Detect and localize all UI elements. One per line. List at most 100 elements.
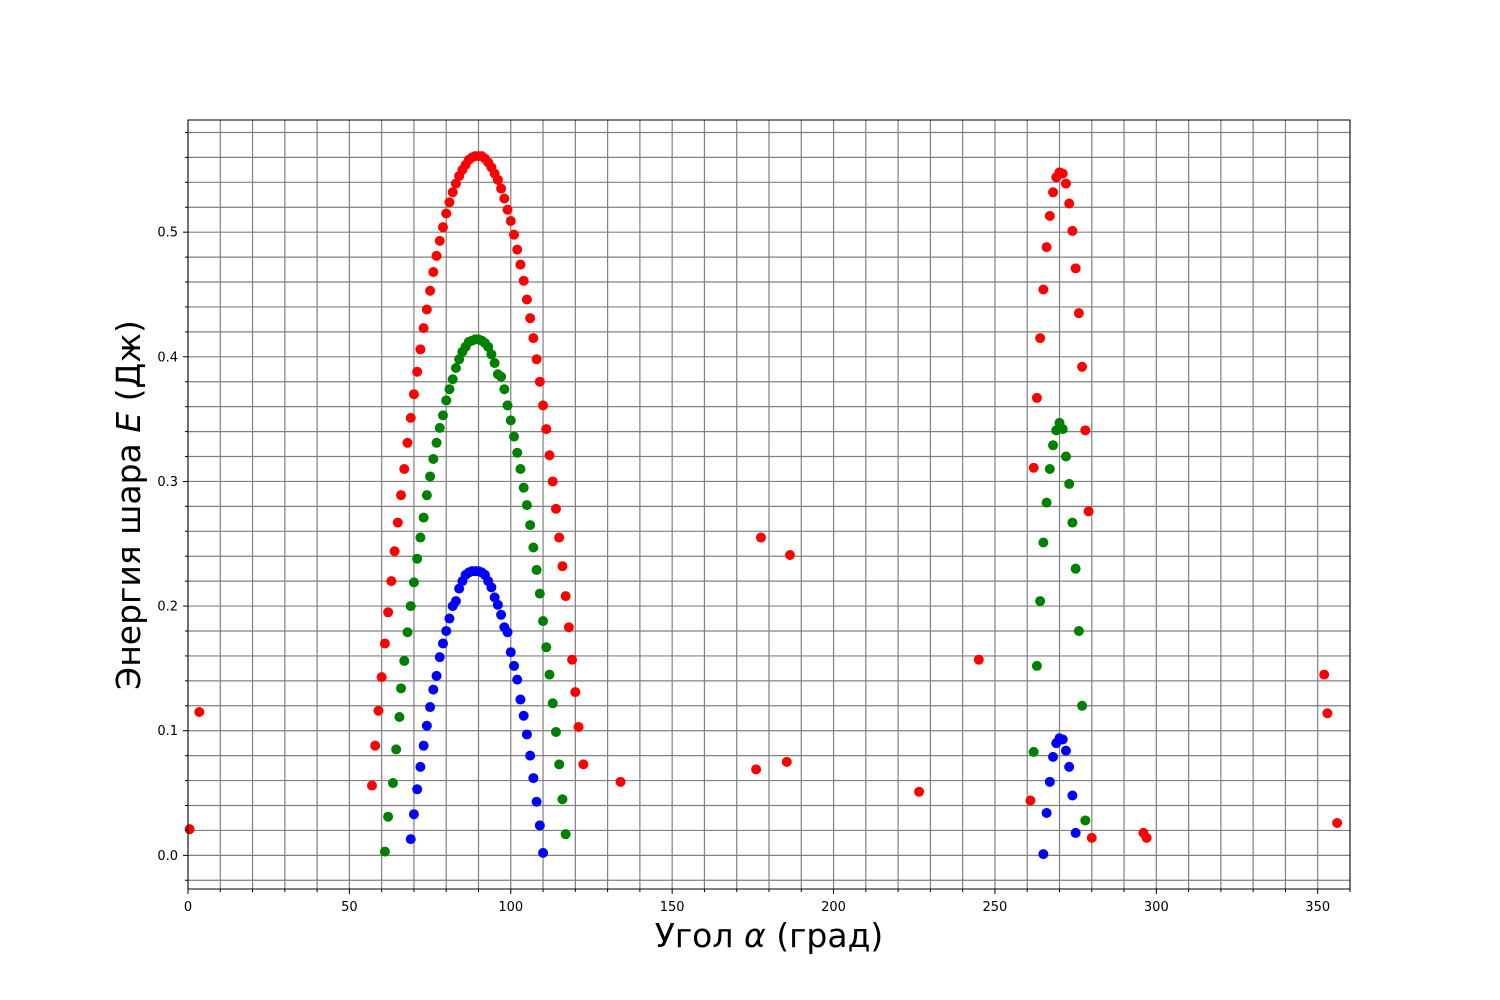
data-point	[408, 809, 419, 820]
data-point	[1057, 734, 1068, 745]
data-point	[518, 710, 529, 721]
data-point	[502, 204, 513, 215]
data-point	[563, 622, 574, 633]
y-tick-label: 0.5	[157, 226, 178, 241]
data-point	[1073, 626, 1084, 637]
data-point	[412, 553, 423, 564]
x-tick-label: 150	[660, 900, 685, 915]
data-point	[387, 778, 398, 789]
data-point	[1038, 849, 1049, 860]
data-point	[444, 613, 455, 624]
data-point	[505, 647, 516, 658]
data-points	[184, 151, 1343, 860]
data-point	[366, 780, 377, 791]
x-tick-label: 300	[1144, 900, 1169, 915]
data-point	[396, 490, 407, 501]
data-point	[1035, 596, 1046, 607]
data-point	[557, 561, 568, 572]
data-point	[1028, 746, 1039, 757]
data-point	[525, 520, 536, 531]
data-point	[412, 784, 423, 795]
series-0	[184, 151, 1343, 843]
data-point	[1332, 817, 1343, 828]
data-point	[1070, 263, 1081, 274]
data-point	[554, 532, 565, 543]
data-point	[1048, 187, 1059, 198]
data-point	[512, 244, 523, 255]
data-point	[515, 463, 526, 474]
data-point	[1083, 506, 1094, 517]
grid	[187, 120, 1351, 889]
data-point	[425, 471, 436, 482]
data-point	[502, 400, 513, 411]
data-point	[1060, 451, 1071, 462]
data-point	[444, 197, 455, 208]
data-point	[1064, 198, 1075, 209]
data-point	[538, 847, 549, 858]
data-point	[521, 500, 532, 511]
data-point	[437, 410, 448, 421]
data-point	[1028, 462, 1039, 473]
data-point	[454, 583, 465, 594]
data-point	[512, 674, 523, 685]
data-point	[1322, 708, 1333, 719]
data-point	[567, 654, 578, 665]
data-point	[421, 490, 432, 501]
data-point	[509, 431, 520, 442]
data-point	[1064, 478, 1075, 489]
data-point	[1044, 463, 1055, 474]
data-point	[428, 684, 439, 695]
series-1	[379, 334, 1091, 857]
data-point	[489, 592, 500, 603]
data-point	[386, 576, 397, 587]
data-point	[441, 395, 452, 406]
data-point	[1070, 563, 1081, 574]
data-point	[541, 642, 552, 653]
y-tick-label: 0.4	[157, 350, 178, 365]
data-point	[415, 761, 426, 772]
data-point	[1080, 815, 1091, 826]
data-point	[525, 313, 536, 324]
data-point	[428, 267, 439, 278]
data-point	[1067, 517, 1078, 528]
data-point	[1086, 832, 1097, 843]
data-point	[528, 773, 539, 784]
data-point	[441, 626, 452, 637]
data-point	[492, 599, 503, 610]
data-point	[1057, 424, 1068, 435]
data-point	[509, 660, 520, 671]
data-point	[447, 187, 458, 198]
data-point	[1070, 827, 1081, 838]
data-point	[405, 412, 416, 423]
data-point	[421, 720, 432, 731]
data-point	[499, 384, 510, 395]
data-point	[425, 285, 436, 296]
data-point	[1035, 333, 1046, 344]
data-point	[431, 670, 442, 681]
data-point	[412, 366, 423, 377]
data-point	[1038, 537, 1049, 548]
data-point	[418, 323, 429, 334]
data-point	[483, 341, 494, 352]
data-point	[392, 517, 403, 528]
x-tick-label: 100	[498, 900, 523, 915]
data-point	[402, 437, 413, 448]
data-point	[1077, 361, 1088, 372]
data-point	[578, 759, 589, 770]
data-point	[496, 609, 507, 620]
data-point	[434, 422, 445, 433]
data-point	[431, 437, 442, 448]
data-point	[383, 607, 394, 618]
data-point	[534, 820, 545, 831]
data-point	[781, 756, 792, 767]
data-point	[437, 638, 448, 649]
data-point	[373, 705, 384, 716]
data-point	[505, 415, 516, 426]
data-point	[405, 601, 416, 612]
data-point	[544, 669, 555, 680]
data-point	[425, 702, 436, 713]
data-point	[408, 389, 419, 400]
data-point	[1041, 497, 1052, 508]
data-point	[431, 250, 442, 261]
